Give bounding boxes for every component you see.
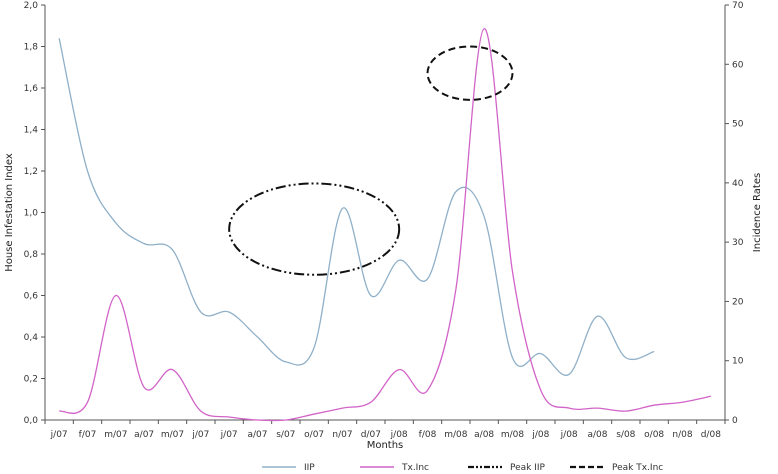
y-left-tick-label: 1,2 <box>24 167 38 177</box>
x-tick-label: m/08 <box>444 430 468 440</box>
x-tick-label: d/07 <box>361 430 381 440</box>
x-tick-label: j/08 <box>390 430 408 440</box>
y-right-tick-label: 20 <box>732 297 744 307</box>
x-tick-label: m/07 <box>104 430 127 440</box>
x-tick-label: n/07 <box>332 430 352 440</box>
axes: 0,0 0,2 0,4 0,6 0,8 1,0 1,2 1,4 1,6 1,8 2,0 0 10 20 30… <box>24 1 744 440</box>
legend: IIP Tx.Inc Peak IIP Peak Tx.Inc <box>262 463 663 473</box>
y-left-tick-label: 0,8 <box>24 250 39 260</box>
y-right-tick-label: 50 <box>732 120 744 130</box>
series-line-iip <box>58 38 655 376</box>
y-left-tick-label: 0,0 <box>24 416 39 426</box>
x-tick-label: j/07 <box>50 430 68 440</box>
x-tick-label: a/08 <box>588 430 608 440</box>
legend-label: IIP <box>304 463 315 473</box>
y-right-tick-label: 0 <box>732 416 738 426</box>
y-right-axis-title: Incidence Rates <box>752 173 763 252</box>
x-tick-label: a/08 <box>474 430 494 440</box>
legend-label: Peak Tx.Inc <box>612 463 663 473</box>
x-tick-label: f/08 <box>419 430 437 440</box>
y-right-tick-label: 60 <box>732 60 744 70</box>
legend-label: Peak IIP <box>510 463 546 473</box>
y-left-tick-label: 1,4 <box>24 126 39 136</box>
x-tick-label: m/08 <box>501 430 525 440</box>
x-tick-label: j/08 <box>531 430 549 440</box>
legend-label: Tx.Inc <box>401 463 429 473</box>
annotation-layer <box>228 45 514 276</box>
x-tick-label: j/07 <box>191 430 209 440</box>
y-right-tick-label: 10 <box>732 357 744 367</box>
y-right-tick-label: 40 <box>732 179 744 189</box>
x-axis-title: Months <box>367 440 404 451</box>
y-left-tick-label: 1,8 <box>24 43 39 53</box>
x-tick-label: j/07 <box>220 430 238 440</box>
y-left-axis-title: House Infestation Index <box>4 153 15 272</box>
x-tick-label: d/08 <box>701 430 721 440</box>
y-left-tick-label: 1,6 <box>24 84 39 94</box>
y-left-tick-label: 1,0 <box>24 209 39 219</box>
x-tick-label: f/07 <box>79 430 97 440</box>
x-tick-label: j/08 <box>560 430 578 440</box>
x-tick-label: a/07 <box>134 430 154 440</box>
x-tick-label: o/07 <box>304 430 324 440</box>
annotation-peak-iip <box>228 182 401 276</box>
x-tick-label: s/07 <box>276 430 295 440</box>
y-left-tick-label: 0,4 <box>24 333 39 343</box>
x-tick-label: a/07 <box>248 430 268 440</box>
y-left-tick-label: 0,6 <box>24 292 39 302</box>
x-tick-label: m/07 <box>161 430 184 440</box>
series-layer <box>58 28 711 422</box>
annotation-peak-tx-inc <box>426 45 514 101</box>
y-left-tick-label: 0,2 <box>24 375 38 385</box>
y-right-tick-label: 30 <box>732 238 744 248</box>
x-tick-label: n/08 <box>672 430 692 440</box>
y-left-tick-label: 2,0 <box>24 1 39 11</box>
series-line-tx-inc <box>58 28 711 422</box>
x-tick-label: s/08 <box>616 430 635 440</box>
y-right-tick-label: 70 <box>732 1 744 11</box>
x-tick-label: o/08 <box>644 430 664 440</box>
